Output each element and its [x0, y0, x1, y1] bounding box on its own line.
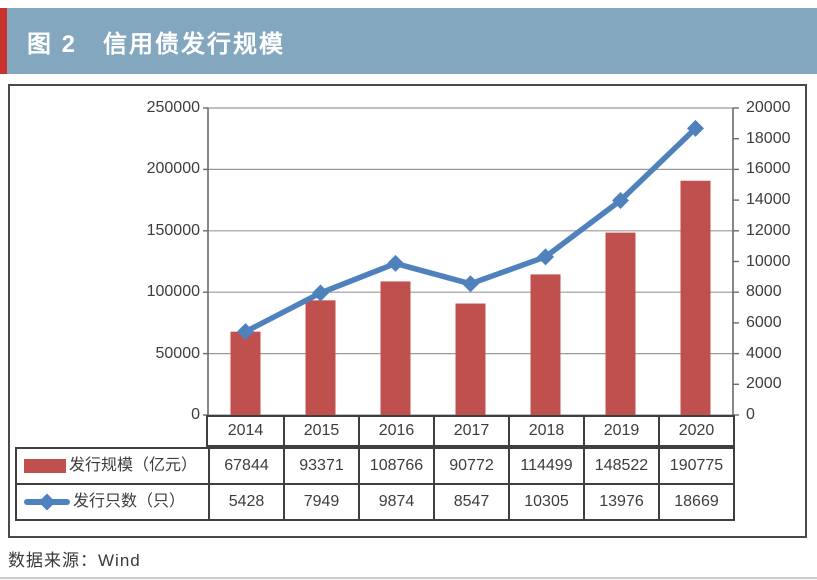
data-source: 数据来源：Wind: [8, 551, 141, 570]
right-axis-tick-label: 0: [746, 406, 755, 423]
year-cell-2020: 2020: [658, 417, 733, 445]
bar-2019: [605, 232, 636, 415]
bar-2020: [680, 180, 711, 415]
value-cell-line-2020: 18669: [658, 483, 733, 519]
table-data-rows: 发行规模（亿元） 67844 93371 108766 90772 114499 14852…: [15, 447, 735, 521]
value-cell-bar-2016: 108766: [358, 449, 433, 483]
figure-title: 图 2 信用债发行规模: [7, 8, 817, 74]
line-marker-2020: [687, 119, 704, 137]
year-cell-2017: 2017: [433, 417, 508, 445]
line-legend-swatch: [24, 493, 70, 511]
line-marker-2015: [312, 284, 329, 302]
table-year-row: 2014 2015 2016 2017 2018 2019 2020: [206, 415, 735, 447]
value-cell-line-2014: 5428: [208, 483, 283, 519]
header-accent-bar: [0, 8, 7, 74]
bar-2014: [230, 331, 261, 415]
bar-2015: [305, 300, 336, 415]
value-cell-line-2018: 10305: [508, 483, 583, 519]
left-axis-tick-label: 200000: [146, 160, 200, 178]
value-cell-bar-2017: 90772: [433, 449, 508, 483]
left-axis-tick-label: 100000: [146, 283, 200, 301]
right-axis-tick-label: 20000: [746, 99, 791, 116]
year-cell-2015: 2015: [283, 417, 358, 445]
value-cell-bar-2019: 148522: [583, 449, 658, 483]
value-cell-line-2015: 7949: [283, 483, 358, 519]
legend-count: 发行只数（只）: [17, 483, 208, 519]
left-axis-tick-label: 150000: [146, 221, 200, 239]
right-axis-tick-label: 8000: [746, 283, 782, 301]
line-marker-2017: [462, 275, 479, 293]
year-cell-2018: 2018: [508, 417, 583, 445]
value-cell-line-2019: 13976: [583, 483, 658, 519]
left-axis-tick-label: 250000: [146, 99, 200, 116]
line-marker-2019: [612, 191, 629, 209]
page-divider: [0, 577, 817, 579]
right-axis-tick-label: 10000: [746, 252, 791, 270]
value-cell-bar-2020: 190775: [658, 449, 733, 483]
legend-scale: 发行规模（亿元）: [17, 449, 208, 483]
value-cell-bar-2018: 114499: [508, 449, 583, 483]
line-marker-2016: [387, 254, 404, 272]
line-marker-2014: [237, 323, 254, 341]
right-axis-tick-label: 4000: [746, 344, 782, 362]
right-axis-tick-label: 18000: [746, 129, 791, 147]
left-axis-tick-label: 50000: [155, 344, 201, 362]
value-cell-line-2016: 9874: [358, 483, 433, 519]
right-axis-tick-label: 14000: [746, 191, 791, 209]
bar-2016: [380, 281, 411, 415]
right-axis-tick-label: 12000: [746, 221, 791, 239]
legend-label: 发行只数（只）: [73, 493, 186, 510]
value-cell-bar-2015: 93371: [283, 449, 358, 483]
right-axis-tick-label: 2000: [746, 375, 782, 393]
line-marker-2018: [537, 248, 554, 266]
year-cell-2014: 2014: [227, 422, 264, 439]
line-swatch-diamond: [38, 493, 56, 511]
bar-2017: [455, 303, 486, 415]
bar-2018: [530, 274, 561, 415]
bar-legend-swatch: [24, 459, 66, 473]
left-axis-tick-label: 0: [191, 406, 200, 423]
year-cell-2016: 2016: [358, 417, 433, 445]
right-axis-tick-label: 16000: [746, 160, 791, 178]
legend-label: 发行规模（亿元）: [69, 457, 198, 474]
value-cell-line-2017: 8547: [433, 483, 508, 519]
right-axis-tick-label: 6000: [746, 313, 782, 331]
year-cell-2019: 2019: [583, 417, 658, 445]
value-cell-bar-2014: 67844: [208, 449, 283, 483]
